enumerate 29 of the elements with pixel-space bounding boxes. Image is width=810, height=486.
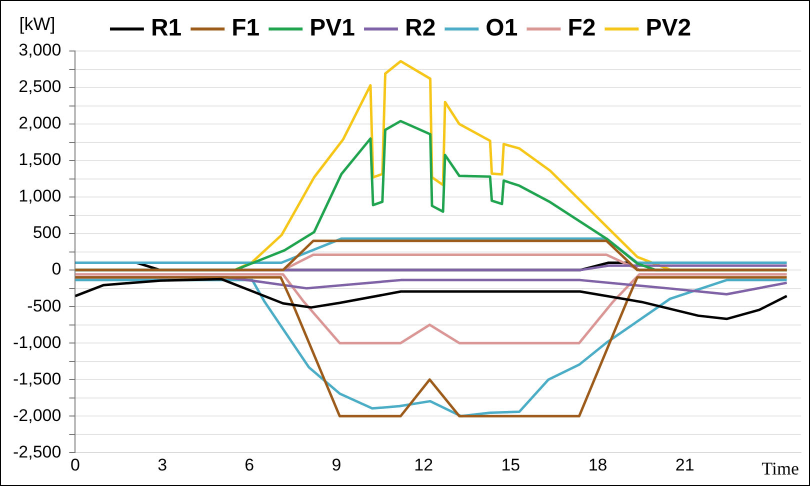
- x-tick-label: 0: [70, 455, 80, 474]
- y-axis-title: [kW]: [19, 14, 56, 34]
- x-tick-label: 18: [588, 455, 608, 474]
- x-tick-label: 15: [501, 455, 520, 474]
- y-tick-label: 1,000: [18, 186, 62, 206]
- legend-label: R2: [404, 14, 436, 42]
- legend-label: F1: [232, 14, 260, 42]
- legend-label: PV1: [310, 14, 356, 42]
- y-tick-label: -1,000: [13, 332, 62, 352]
- y-tick-label: 0: [52, 260, 62, 279]
- y-tick-label: 2,000: [18, 114, 62, 133]
- x-axis-title: Time: [762, 458, 800, 478]
- legend-label: O1: [486, 14, 518, 42]
- x-tick-label: 21: [675, 455, 694, 474]
- x-tick-label: 3: [158, 455, 168, 474]
- x-tick-label: 6: [244, 455, 254, 474]
- legend-label: R1: [150, 14, 182, 42]
- legend-label: PV2: [646, 14, 692, 42]
- y-tick-label: -1,500: [13, 369, 62, 388]
- y-tick-label: 2,500: [18, 77, 62, 96]
- y-tick-label: 3,000: [18, 40, 62, 60]
- y-tick-label: 1,500: [18, 150, 62, 170]
- legend-label: F2: [568, 14, 596, 42]
- x-tick-label: 9: [332, 455, 342, 474]
- y-tick-label: 500: [32, 223, 62, 242]
- x-tick-label: 12: [414, 455, 434, 474]
- y-tick-label: -2,500: [13, 442, 62, 462]
- y-tick-label: -500: [27, 296, 62, 316]
- y-tick-label: -2,000: [13, 406, 62, 425]
